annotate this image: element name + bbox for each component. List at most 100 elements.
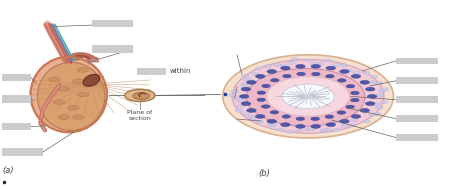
Ellipse shape — [282, 84, 334, 109]
Circle shape — [241, 113, 249, 116]
Circle shape — [231, 90, 238, 93]
Bar — [92, 20, 133, 27]
Circle shape — [325, 115, 334, 118]
Circle shape — [231, 97, 239, 100]
Circle shape — [326, 66, 336, 70]
Circle shape — [262, 84, 270, 88]
Circle shape — [229, 94, 237, 97]
Circle shape — [375, 82, 383, 85]
Circle shape — [369, 113, 376, 116]
Circle shape — [255, 67, 262, 70]
Circle shape — [372, 103, 380, 106]
Circle shape — [236, 105, 243, 108]
Circle shape — [375, 106, 383, 109]
Bar — [2, 123, 31, 130]
Circle shape — [370, 81, 377, 84]
Bar — [2, 95, 31, 103]
Bar — [396, 134, 438, 141]
Circle shape — [249, 117, 257, 120]
Bar — [396, 96, 438, 103]
Circle shape — [351, 74, 361, 78]
Circle shape — [276, 128, 283, 131]
Circle shape — [68, 105, 79, 110]
Bar — [396, 77, 438, 84]
Circle shape — [367, 94, 377, 98]
Circle shape — [262, 105, 270, 108]
Circle shape — [376, 94, 383, 97]
Ellipse shape — [246, 69, 365, 126]
Circle shape — [340, 119, 349, 123]
Circle shape — [365, 102, 375, 105]
Circle shape — [267, 119, 276, 123]
Circle shape — [351, 98, 359, 102]
Circle shape — [237, 99, 245, 102]
Circle shape — [307, 128, 314, 131]
Circle shape — [310, 63, 318, 66]
Circle shape — [297, 72, 305, 76]
Circle shape — [241, 102, 251, 105]
Circle shape — [77, 68, 89, 72]
Circle shape — [49, 77, 60, 82]
Circle shape — [267, 123, 275, 126]
Circle shape — [248, 115, 255, 118]
Circle shape — [374, 112, 381, 115]
Circle shape — [246, 81, 256, 84]
Text: (a): (a) — [2, 166, 14, 175]
Text: within: within — [170, 68, 191, 74]
Circle shape — [337, 79, 346, 82]
Circle shape — [351, 91, 359, 95]
Circle shape — [363, 71, 370, 74]
Text: (b): (b) — [258, 169, 270, 178]
Circle shape — [326, 123, 336, 127]
Circle shape — [246, 108, 256, 112]
Circle shape — [241, 87, 251, 91]
Circle shape — [337, 111, 346, 114]
Bar — [137, 68, 166, 75]
Circle shape — [305, 59, 312, 62]
Bar — [92, 45, 133, 53]
Circle shape — [381, 101, 388, 104]
Circle shape — [280, 64, 287, 67]
Circle shape — [311, 64, 320, 68]
Circle shape — [326, 74, 334, 78]
Circle shape — [351, 115, 361, 118]
Circle shape — [256, 120, 264, 123]
Circle shape — [381, 88, 389, 91]
Circle shape — [311, 72, 320, 76]
Circle shape — [296, 64, 305, 68]
Circle shape — [282, 115, 291, 118]
Circle shape — [365, 87, 375, 91]
Circle shape — [304, 128, 312, 131]
Circle shape — [73, 79, 84, 84]
Circle shape — [320, 129, 328, 132]
Circle shape — [351, 119, 358, 122]
Circle shape — [325, 59, 332, 62]
Circle shape — [241, 85, 249, 88]
Circle shape — [255, 115, 265, 118]
Circle shape — [285, 130, 293, 133]
Ellipse shape — [83, 74, 100, 86]
Circle shape — [58, 115, 70, 119]
Circle shape — [311, 117, 319, 121]
Circle shape — [257, 98, 265, 101]
Text: Plane of
section: Plane of section — [127, 110, 153, 121]
Circle shape — [340, 70, 349, 73]
Circle shape — [292, 58, 299, 61]
Circle shape — [360, 81, 370, 84]
Circle shape — [239, 94, 249, 98]
Circle shape — [283, 74, 291, 78]
Ellipse shape — [266, 77, 350, 116]
Circle shape — [271, 79, 279, 82]
Circle shape — [73, 115, 84, 119]
Circle shape — [311, 125, 320, 128]
Circle shape — [363, 120, 370, 123]
Bar — [396, 58, 438, 64]
Circle shape — [295, 129, 303, 132]
Circle shape — [244, 78, 251, 81]
Circle shape — [324, 129, 332, 132]
Circle shape — [77, 92, 89, 97]
Bar — [2, 148, 43, 156]
Ellipse shape — [37, 62, 105, 130]
Bar — [396, 115, 438, 122]
Circle shape — [346, 84, 355, 88]
